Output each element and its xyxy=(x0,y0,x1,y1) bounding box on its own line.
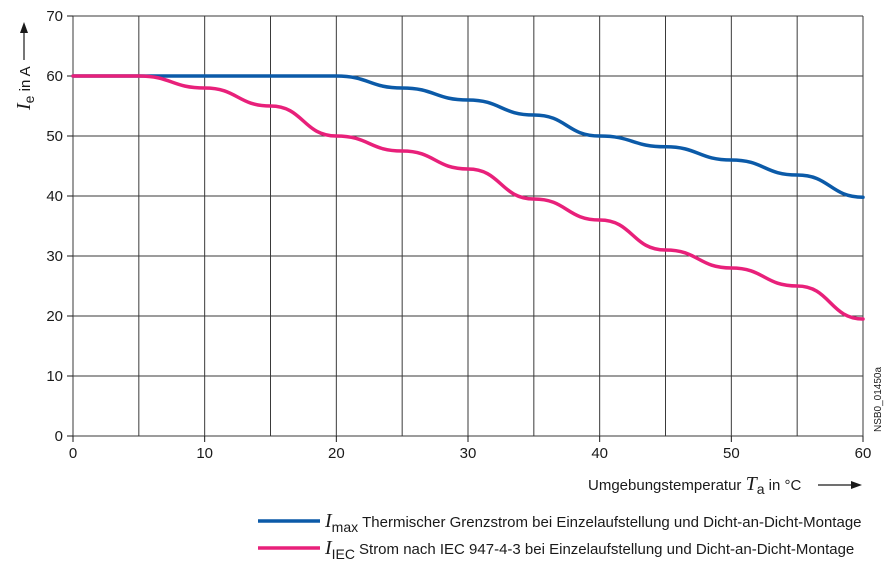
x-axis-unit: in °C xyxy=(765,477,802,494)
x-tick-label: 50 xyxy=(723,445,740,462)
legend-item-iec: IIEC Strom nach IEC 947-4-3 bei Einzelauf… xyxy=(258,537,854,562)
y-tick-label: 70 xyxy=(46,8,63,25)
legend-sub-iec: IEC xyxy=(332,546,355,562)
y-tick-label: 10 xyxy=(46,368,63,385)
x-tick-label: 40 xyxy=(591,445,608,462)
y-tick-label: 40 xyxy=(46,188,63,205)
figure-id-note: NSB0_01450a xyxy=(873,367,884,432)
y-axis-ticks: 0 10 20 30 40 50 60 70 xyxy=(46,8,73,445)
legend-item-max: Imax Thermischer Grenzstrom bei Einzelauf… xyxy=(258,510,862,535)
legend-text-max: Thermischer Grenzstrom bei Einzelaufstel… xyxy=(362,514,861,531)
series-line-max xyxy=(71,74,865,199)
x-axis-title: Umgebungstemperatur Ta in °C xyxy=(588,473,802,497)
legend-sub-max: max xyxy=(332,519,358,535)
y-axis-symbol: I xyxy=(13,102,35,111)
grid xyxy=(72,15,864,437)
y-tick-label: 60 xyxy=(46,68,63,85)
x-tick-label: 0 xyxy=(69,445,77,462)
x-axis-subscript: a xyxy=(757,481,765,497)
x-axis-prefix: Umgebungstemperatur xyxy=(588,477,746,494)
x-axis-symbol: T xyxy=(746,473,759,495)
y-tick-label: 30 xyxy=(46,248,63,265)
legend: Imax Thermischer Grenzstrom bei Einzelauf… xyxy=(258,510,862,562)
y-axis-subscript: e xyxy=(21,95,37,103)
legend-symbol-iec: I xyxy=(324,537,333,559)
y-tick-label: 50 xyxy=(46,128,63,145)
svg-text:Ie in A: Ie in A xyxy=(13,66,37,111)
y-tick-label: 20 xyxy=(46,308,63,325)
x-tick-label: 30 xyxy=(460,445,477,462)
x-axis-ticks: 0 10 20 30 40 50 60 xyxy=(69,436,872,462)
y-axis-unit: in A xyxy=(17,66,34,95)
y-axis-title: Ie in A xyxy=(13,66,37,111)
x-axis-arrow xyxy=(818,481,862,489)
x-tick-label: 10 xyxy=(196,445,213,462)
series-layer xyxy=(71,74,865,321)
legend-symbol-max: I xyxy=(324,510,333,532)
x-tick-label: 20 xyxy=(328,445,345,462)
y-tick-label: 0 xyxy=(55,428,63,445)
legend-text-iec: Strom nach IEC 947-4-3 bei Einzelaufstel… xyxy=(359,541,854,558)
x-tick-label: 60 xyxy=(855,445,872,462)
series-line-iec xyxy=(71,74,865,321)
y-axis-arrow xyxy=(20,22,28,60)
